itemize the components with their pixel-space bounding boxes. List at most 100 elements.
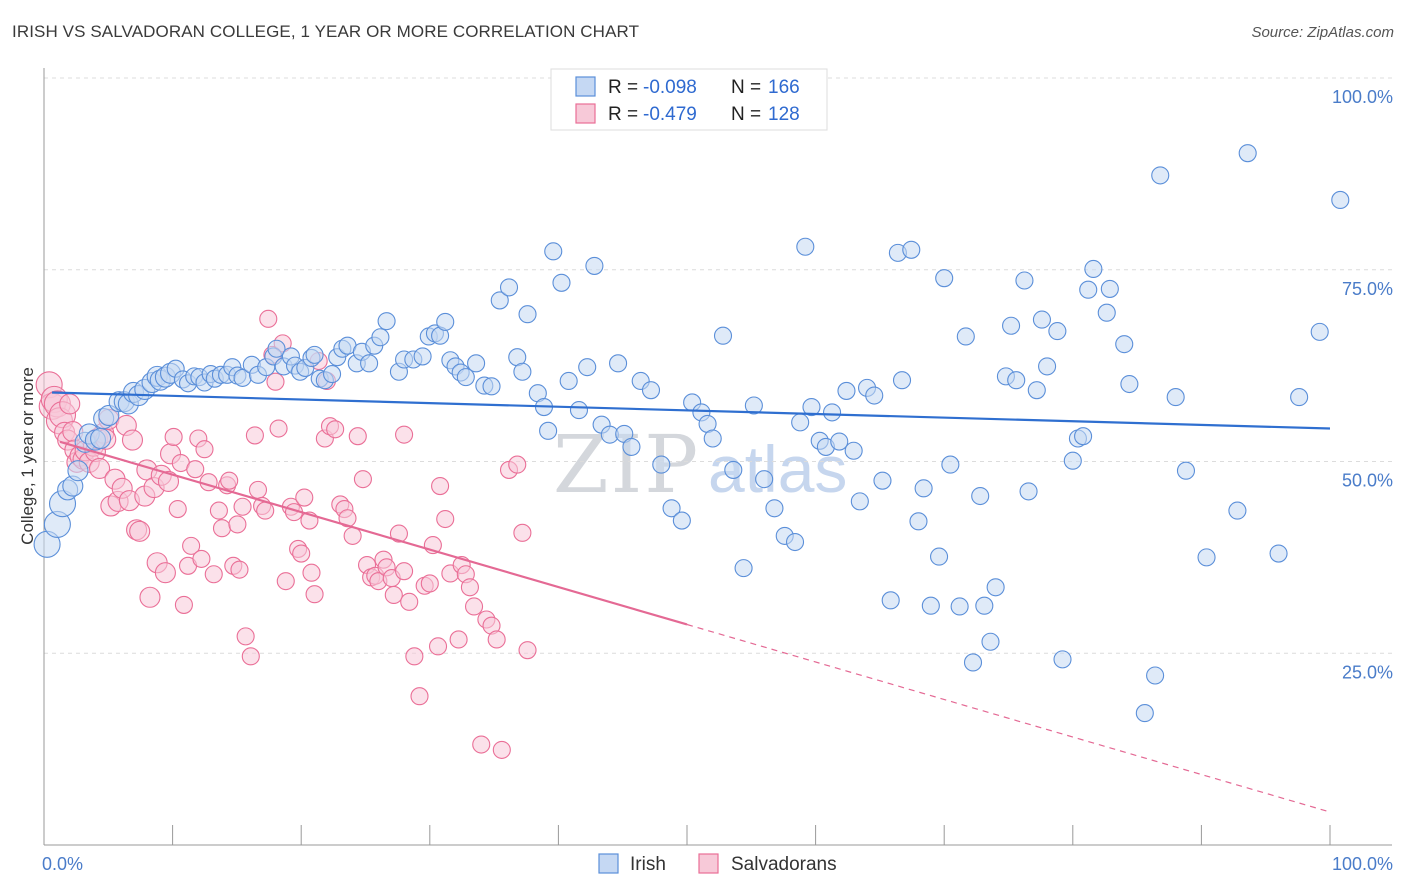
correlation-legend: R = -0.098 N = 166 R = -0.479 N = 128 (550, 68, 828, 131)
irish-point (1135, 704, 1154, 723)
salvadoran-point (513, 523, 532, 542)
irish-point (935, 269, 954, 288)
irish-point (90, 427, 112, 450)
legend-r-label-salvadoran: R = (608, 104, 638, 125)
y-tick-label-2: 75.0% (1342, 279, 1393, 299)
irish-point (413, 347, 432, 366)
bottom-legend-swatch-irish (598, 853, 619, 874)
bottom-legend-salvadoran: Salvadorans (731, 854, 837, 875)
irish-point (1063, 451, 1082, 470)
salvadoran-point (436, 509, 455, 529)
salvadoran-point (353, 470, 372, 489)
salvadoran-point (326, 420, 345, 439)
salvadoran-point (241, 647, 260, 666)
irish-point (641, 381, 661, 400)
irish-point (490, 291, 509, 310)
salvadoran-point (305, 585, 324, 604)
irish-point (981, 632, 1000, 651)
irish-point (67, 460, 89, 482)
tick-labels: 25.0% 50.0% 75.0% 100.0% 0.0% 100.0% (42, 87, 1393, 874)
y-tick-label-1: 50.0% (1342, 471, 1393, 491)
irish-point (1038, 357, 1057, 376)
salvadoran-point (256, 501, 275, 520)
salvadoran-point (389, 524, 408, 543)
irish-point (765, 499, 784, 518)
irish-point (578, 358, 597, 377)
irish-point (1197, 548, 1216, 567)
irish-point (802, 397, 821, 417)
irish-point (785, 532, 805, 552)
y-tick-label-0: 25.0% (1342, 662, 1393, 682)
irish-point (1310, 322, 1329, 341)
legend-n-label-irish: N = (731, 77, 761, 98)
irish-point (1002, 316, 1021, 335)
irish-point (796, 237, 815, 256)
salvadoran-point (192, 549, 211, 568)
irish-point (267, 339, 286, 358)
irish-point (360, 354, 379, 373)
salvadoran-point (508, 455, 527, 474)
irish-point (914, 479, 933, 498)
irish-point (1269, 544, 1288, 563)
irish-point (1048, 322, 1067, 341)
salvadoran-point (269, 419, 288, 438)
salvadoran-point (212, 519, 232, 538)
irish-point (1115, 335, 1134, 354)
irish-point (844, 441, 863, 460)
salvadoran-point (492, 740, 511, 759)
irish-point (909, 512, 928, 531)
salvadoran-point (230, 560, 249, 579)
irish-point (622, 437, 641, 456)
irish-point (1120, 374, 1139, 394)
irish-point (865, 386, 884, 405)
irish-point (1074, 427, 1093, 446)
irish-point (662, 499, 681, 518)
irish-point (559, 371, 578, 391)
irish-point (734, 559, 753, 578)
irish-point (1176, 461, 1196, 480)
irish-point (482, 377, 501, 396)
irish-point (377, 312, 396, 331)
salvadoran-point (266, 372, 285, 391)
salvadoran-trend-extension (686, 623, 1331, 813)
irish-point (456, 368, 475, 387)
irish-point (1032, 310, 1051, 329)
salvadoran-point (338, 509, 357, 528)
salvadoran-point (400, 592, 419, 611)
chart-title: IRISH VS SALVADORAN COLLEGE, 1 YEAR OR M… (12, 22, 640, 41)
salvadoran-point (410, 687, 429, 706)
irish-trend-line (51, 391, 1331, 430)
trend-lines (51, 391, 1331, 813)
irish-point (518, 305, 537, 324)
legend-r-label-irish: R = (608, 77, 638, 98)
legend-swatch-salvadoran (575, 103, 596, 124)
salvadoran-point (236, 627, 255, 646)
irish-point (1019, 482, 1038, 501)
salvadoran-point (395, 562, 414, 581)
irish-point (823, 403, 842, 422)
irish-point (499, 278, 519, 297)
salvadoran-point (157, 470, 180, 492)
irish-point (873, 471, 892, 490)
salvadoran-point (168, 500, 187, 519)
legend-r-value-salvadoran: -0.479 (643, 104, 697, 125)
y-tick-label-3: 100.0% (1332, 87, 1393, 107)
irish-point (305, 345, 324, 364)
salvadoran-point (154, 562, 176, 584)
irish-point (1331, 190, 1350, 210)
irish-point (950, 597, 969, 616)
irish-point (1100, 279, 1119, 298)
irish-point (1228, 501, 1247, 520)
irish-point (837, 381, 856, 400)
irish-point (941, 455, 960, 474)
salvadoran-point (129, 520, 151, 542)
salvadoran-point (195, 440, 214, 459)
salvadoran-point (199, 473, 218, 492)
irish-point (569, 401, 589, 420)
salvadoran-point (182, 536, 201, 555)
salvadoran-point (259, 309, 278, 328)
salvadoran-point (121, 429, 144, 451)
salvadoran-point (431, 476, 450, 496)
salvadoran-point (220, 471, 239, 490)
salvadoran-point (420, 574, 439, 593)
